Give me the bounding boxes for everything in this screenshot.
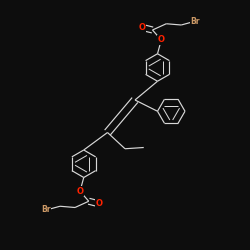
Text: Br: Br: [42, 206, 51, 214]
Text: O: O: [158, 36, 165, 44]
Text: O: O: [95, 199, 102, 208]
Text: O: O: [76, 187, 84, 196]
Text: Br: Br: [190, 17, 200, 26]
Text: O: O: [139, 23, 146, 32]
